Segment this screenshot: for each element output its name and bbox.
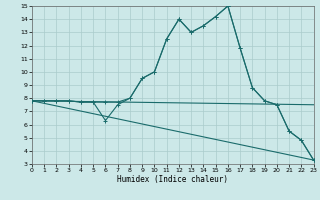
X-axis label: Humidex (Indice chaleur): Humidex (Indice chaleur) — [117, 175, 228, 184]
